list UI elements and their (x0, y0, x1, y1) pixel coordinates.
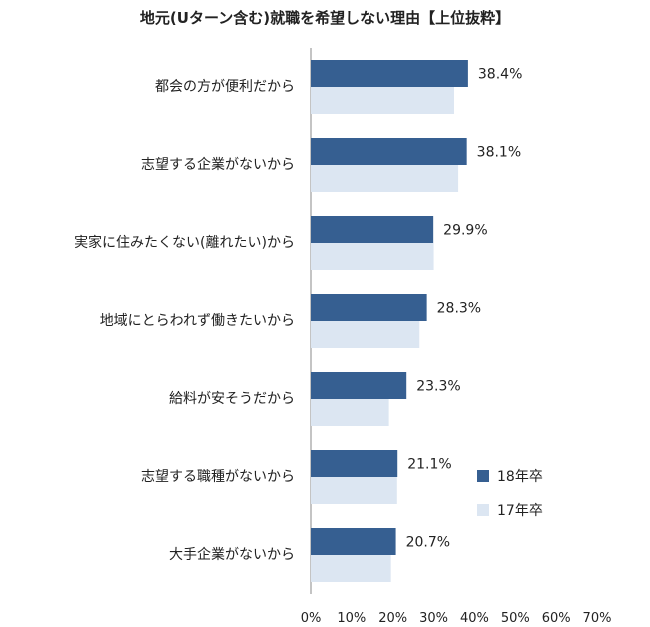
x-tick-label: 40% (460, 611, 489, 626)
bar-18年卒-6 (311, 528, 396, 555)
legend-label: 17年卒 (497, 503, 543, 519)
legend-swatch (477, 504, 489, 516)
bar-17年卒-3 (311, 321, 420, 348)
bar-18年卒-2 (311, 216, 434, 243)
x-tick-label: 60% (542, 611, 571, 626)
bar-18年卒-4 (311, 372, 407, 399)
legend: 18年卒 17年卒 (477, 469, 543, 519)
legend-label: 18年卒 (497, 469, 543, 485)
bar-17年卒-0 (311, 87, 454, 114)
data-label: 29.9% (443, 223, 487, 239)
data-label: 23.3% (416, 379, 460, 395)
category-label: 都会の方が便利だから (155, 79, 295, 95)
bar-18年卒-3 (311, 294, 427, 321)
category-label: 志望する職種がないから (141, 469, 295, 485)
data-label: 20.7% (406, 535, 450, 551)
x-tick-label: 20% (378, 611, 407, 626)
legend-swatch (477, 470, 489, 482)
x-tick-label: 70% (583, 611, 612, 626)
bar-18年卒-5 (311, 450, 398, 477)
bar-17年卒-4 (311, 399, 389, 426)
data-label: 38.4% (478, 67, 522, 83)
bar-17年卒-5 (311, 477, 397, 504)
category-label: 志望する企業がないから (141, 156, 295, 173)
x-tick-label: 10% (337, 611, 366, 626)
bar-18年卒-0 (311, 60, 468, 87)
bar-17年卒-6 (311, 555, 391, 582)
category-label: 給料が安そうだから (169, 391, 295, 407)
chart-title: 地元(Uターン含む)就職を希望しない理由【上位抜粋】 (140, 9, 510, 27)
x-tick-label: 50% (501, 611, 530, 626)
bar-17年卒-2 (311, 243, 434, 270)
bar-18年卒-1 (311, 138, 467, 165)
data-label: 21.1% (407, 457, 451, 473)
x-tick-label: 0% (301, 611, 322, 626)
data-label: 38.1% (477, 145, 521, 161)
x-tick-label: 30% (419, 611, 448, 626)
bar-17年卒-1 (311, 165, 459, 192)
category-label: 大手企業がないから (169, 546, 295, 563)
category-label: 実家に住みたくない(離れたい)から (74, 234, 295, 251)
category-label: 地域にとらわれず働きたいから (100, 313, 295, 329)
data-label: 28.3% (437, 301, 481, 317)
